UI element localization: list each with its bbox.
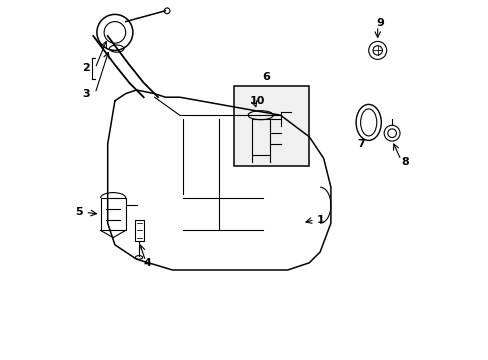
Text: 9: 9 [375, 18, 383, 28]
Text: 1: 1 [316, 215, 324, 225]
Text: 4: 4 [143, 258, 151, 268]
Text: 7: 7 [357, 139, 365, 149]
Polygon shape [107, 90, 330, 270]
Text: 8: 8 [400, 157, 408, 167]
Text: 3: 3 [82, 89, 89, 99]
Bar [251, 119, 269, 155]
Bar [101, 198, 125, 230]
Bar [233, 86, 309, 166]
Bar [134, 220, 143, 241]
Text: 2: 2 [82, 63, 89, 73]
Text: 6: 6 [262, 72, 270, 82]
Text: 5: 5 [75, 207, 82, 217]
Text: 10: 10 [249, 96, 264, 106]
